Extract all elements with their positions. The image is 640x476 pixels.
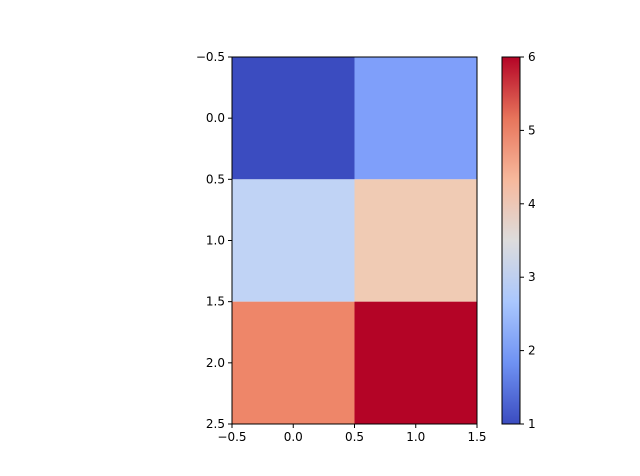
x-axis: −0.5 0.0 0.5 1.0 1.5	[217, 424, 487, 444]
y-tick-label: −0.5	[196, 50, 225, 64]
y-axis: −0.5 0.0 0.5 1.0 1.5 2.0 2.5	[196, 50, 232, 431]
heatmap-cell-r1-c1	[354, 179, 477, 302]
y-tick-label: 2.5	[206, 417, 225, 431]
y-tick-label: 1.5	[206, 295, 225, 309]
colorbar-tick-label: 1	[528, 417, 536, 431]
colorbar-tick-label: 2	[528, 344, 536, 358]
colorbar	[501, 56, 521, 425]
heatmap-cell-r0-c1	[354, 57, 477, 180]
x-tick-label: 1.0	[406, 430, 425, 444]
y-tick-label: 1.0	[206, 234, 225, 248]
colorbar-axis: 1 2 3 4 5 6	[520, 50, 536, 431]
heatmap-cells	[232, 57, 477, 424]
colorbar-tick-label: 6	[528, 50, 536, 64]
heatmap-cell-r1-c0	[232, 179, 355, 302]
x-tick-label: −0.5	[217, 430, 246, 444]
x-tick-label: 0.5	[345, 430, 364, 444]
x-tick-label: 0.0	[284, 430, 303, 444]
heatmap-cell-r0-c0	[232, 57, 355, 180]
y-tick-label: 0.0	[206, 111, 225, 125]
y-tick-label: 2.0	[206, 356, 225, 370]
y-tick-label: 0.5	[206, 172, 225, 186]
heatmap-cell-r2-c0	[232, 301, 355, 424]
colorbar-tick-label: 4	[528, 197, 536, 211]
colorbar-tick-label: 5	[528, 123, 536, 137]
x-tick-label: 1.5	[467, 430, 486, 444]
colorbar-tick-label: 3	[528, 270, 536, 284]
heatmap-cell-r2-c1	[354, 301, 477, 424]
